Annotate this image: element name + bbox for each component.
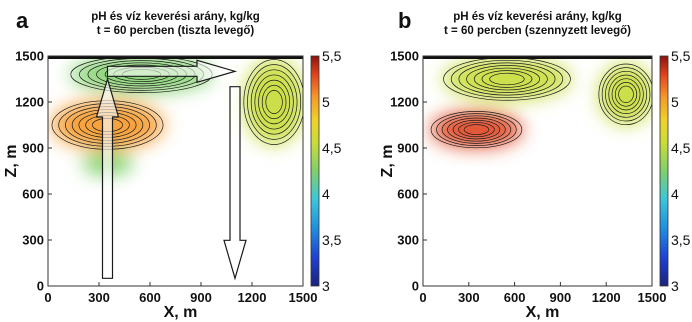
contour (614, 82, 638, 107)
colorbar-tick-label: 4 (671, 186, 679, 202)
top-boundary (48, 56, 303, 59)
contour (598, 63, 652, 126)
contour (247, 64, 302, 140)
chart-title-line2: t = 60 percben (tiszta levegő) (97, 25, 255, 37)
contour (450, 59, 564, 99)
x-tick-label: 600 (504, 290, 526, 305)
y-tick-label: 0 (412, 279, 419, 294)
colorbar-tick-label: 3,5 (322, 232, 342, 248)
cloud-field (51, 56, 303, 176)
colorbar-tick-label: 3 (322, 278, 330, 294)
contour (265, 90, 283, 114)
cloud-blob-2 (243, 59, 303, 145)
contour (466, 65, 548, 93)
contour (261, 84, 287, 120)
cloud-blob-2 (430, 111, 523, 148)
chart-title-line1: pH és víz keverési arány, kg/kg (91, 11, 260, 23)
y-tick-label: 1500 (390, 49, 419, 64)
colorbar-tick-label: 5,5 (671, 48, 691, 64)
colorbar-tick-label: 5 (671, 94, 679, 110)
y-tick-label: 1500 (15, 49, 44, 64)
contour (608, 74, 644, 115)
y-tick-label: 1200 (390, 95, 419, 110)
arrow-outflow (106, 59, 238, 84)
x-tick-label: 0 (419, 290, 426, 305)
chart-title-line2: t = 60 percben (szennyzett levegő) (444, 25, 631, 37)
y-axis-label: Z, m (379, 145, 396, 178)
plot-frame (422, 55, 653, 287)
chart-svg-b: b pH és víz keverési arány, kg/kg t = 60 p… (379, 8, 691, 321)
x-tick-label: 600 (139, 290, 161, 305)
x-tick-label: 900 (550, 290, 572, 305)
x-tick-label: 1500 (289, 290, 318, 305)
cloud-blob-0 (442, 57, 572, 101)
colorbar-tick-label: 4,5 (671, 140, 691, 156)
panel-a: a pH és víz keverési arány, kg/kg t = 60 p… (3, 8, 342, 321)
contour (430, 111, 523, 149)
arrow-downdraft (223, 86, 247, 281)
contour (481, 70, 533, 88)
cloud-field (430, 57, 652, 149)
colorbar (310, 55, 320, 287)
contour (605, 70, 648, 118)
plot-frame (47, 55, 304, 287)
y-tick-label: 0 (37, 279, 44, 294)
contour (601, 67, 651, 122)
colorbar-tick-label: 4 (322, 186, 330, 202)
y-tick-label: 600 (397, 187, 419, 202)
contour (441, 115, 512, 144)
contour (458, 122, 495, 138)
contour (463, 124, 490, 135)
contour (458, 62, 556, 96)
y-tick-label: 600 (22, 187, 44, 202)
x-axis-label: X, m (526, 304, 560, 321)
contour (447, 117, 506, 142)
chart-svg-a: a pH és víz keverési arány, kg/kg t = 60 p… (3, 8, 342, 321)
contour (452, 119, 501, 140)
contour (250, 69, 298, 135)
top-boundary (423, 56, 652, 59)
y-axis-label: Z, m (3, 145, 20, 178)
x-tick-label: 0 (44, 290, 51, 305)
panel-letter: b (398, 8, 411, 33)
x-tick-label: 1200 (238, 290, 267, 305)
cloud-blob-1 (598, 63, 652, 125)
x-tick-label: 300 (458, 290, 480, 305)
colorbar-tick-label: 3,5 (671, 232, 691, 248)
x-tick-label: 300 (88, 290, 110, 305)
colorbar (659, 55, 669, 287)
panel-letter: a (16, 8, 29, 33)
y-tick-label: 900 (22, 141, 44, 156)
contour (258, 79, 291, 125)
y-tick-label: 1200 (15, 95, 44, 110)
y-tick-label: 900 (397, 141, 419, 156)
colorbar-tick-label: 3 (671, 278, 679, 294)
contour (243, 59, 303, 145)
contour (473, 67, 541, 91)
colorbar-tick-label: 5,5 (322, 48, 342, 64)
x-axis-label: X, m (164, 304, 198, 321)
x-tick-label: 1200 (592, 290, 621, 305)
contour (489, 72, 525, 86)
y-tick-label: 300 (22, 233, 44, 248)
contour (618, 85, 634, 103)
x-tick-label: 1500 (638, 290, 667, 305)
colorbar-tick-label: 5 (322, 94, 330, 110)
contour-lines (430, 57, 652, 149)
colorbar-tick-label: 4,5 (322, 140, 342, 156)
arrow-updraft (95, 76, 120, 279)
contour (611, 78, 641, 111)
x-tick-label: 900 (190, 290, 212, 305)
panel-b: b pH és víz keverési arány, kg/kg t = 60 p… (346, 0, 692, 322)
contour (436, 113, 517, 146)
chart-title-line1: pH és víz keverési arány, kg/kg (453, 11, 622, 23)
contour (254, 74, 294, 130)
y-tick-label: 300 (397, 233, 419, 248)
